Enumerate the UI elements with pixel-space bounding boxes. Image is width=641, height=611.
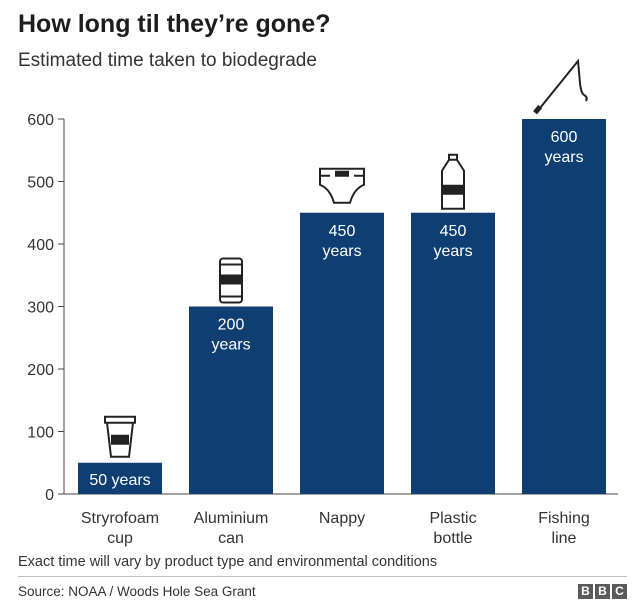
bar (78, 462, 162, 494)
bar (189, 306, 273, 494)
category-label: Aluminium can (194, 510, 269, 547)
category-label: Fishing line (538, 510, 590, 547)
y-tick-label: 300 (27, 300, 54, 317)
bottle-icon (441, 153, 465, 210)
y-tick-label: 400 (27, 237, 54, 254)
divider (18, 576, 627, 577)
nappy-icon (319, 167, 365, 204)
bar (411, 212, 495, 494)
cup-icon (104, 415, 136, 458)
data-label: 600 years (544, 129, 583, 166)
data-label: 50 years (89, 472, 150, 489)
data-label: 450 years (433, 223, 472, 260)
y-tick-label: 100 (27, 425, 54, 442)
bbc-logo-letter: B (595, 584, 610, 599)
fishing-line-icon (533, 58, 588, 115)
bbc-logo-letter: B (578, 584, 593, 599)
chart-title: How long til they’re gone? (18, 10, 331, 38)
data-label: 450 years (322, 223, 361, 260)
can-icon (219, 257, 243, 304)
bar (300, 212, 384, 494)
y-tick-label: 500 (27, 175, 54, 192)
category-label: Stryrofoam cup (81, 510, 159, 547)
y-tick-label: 0 (45, 487, 54, 504)
category-label: Plastic bottle (429, 510, 476, 547)
category-label: Nappy (319, 510, 365, 527)
y-tick-label: 200 (27, 362, 54, 379)
footnote: Exact time will vary by product type and… (18, 554, 438, 570)
y-tick-label: 600 (27, 112, 54, 129)
chart-subtitle: Estimated time taken to biodegrade (18, 50, 317, 71)
bar-chart: 0 100 200 300 400 500 600 50 years Stryrofoam cup… (27, 58, 618, 547)
bbc-logo: B B C (578, 584, 627, 599)
bar (522, 119, 606, 494)
bbc-logo-letter: C (612, 584, 627, 599)
data-label: 200 years (211, 317, 250, 354)
source-note: Source: NOAA / Woods Hole Sea Grant (18, 584, 256, 599)
